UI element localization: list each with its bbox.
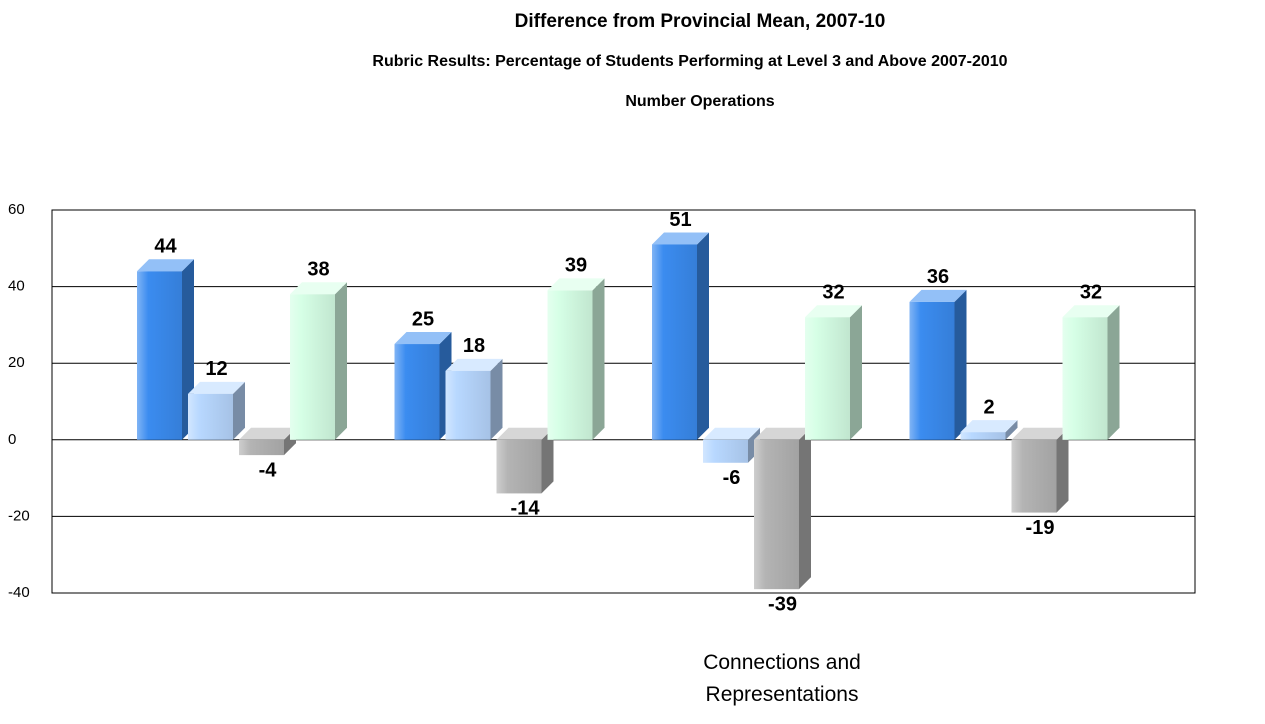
bar-top — [1011, 427, 1069, 440]
bar-side — [490, 358, 503, 440]
bar — [1011, 439, 1057, 513]
value-label: 36 — [927, 266, 949, 288]
y-tick-label: 60 — [8, 201, 25, 218]
chart-subtitle: Rubric Results: Percentage of Students P… — [372, 53, 1007, 70]
value-label: 18 — [463, 335, 485, 357]
bar-side — [1107, 305, 1120, 440]
value-label: 32 — [1080, 282, 1102, 304]
value-label: 32 — [822, 282, 844, 304]
bar — [188, 393, 233, 440]
bar — [703, 439, 748, 463]
value-label: 38 — [307, 259, 329, 281]
bar-side — [592, 278, 605, 440]
bar-top — [394, 332, 452, 345]
value-label: 44 — [154, 236, 177, 258]
x-tick-label: Connections and Representations — [703, 651, 861, 706]
bar — [445, 370, 491, 440]
bar — [1062, 317, 1108, 440]
value-label: 12 — [205, 358, 227, 380]
bar — [394, 344, 440, 440]
bar-top — [239, 427, 296, 440]
value-label: -4 — [259, 459, 278, 481]
bar-top — [137, 259, 194, 272]
bar — [754, 439, 799, 590]
bar-top — [496, 427, 554, 440]
bar — [547, 290, 593, 440]
bar-side — [799, 427, 811, 590]
bar — [805, 317, 850, 440]
y-tick-label: 0 — [8, 431, 16, 448]
value-label: 51 — [669, 209, 691, 231]
value-label: -6 — [723, 467, 741, 489]
bar-top — [547, 278, 605, 291]
bar — [239, 439, 284, 456]
value-label: 39 — [565, 255, 587, 277]
y-tick-label: 20 — [8, 354, 25, 371]
bar-side — [1005, 420, 1018, 440]
bar-side — [1056, 427, 1069, 513]
bar — [290, 294, 335, 440]
x-tick-label-line: Connections and — [703, 651, 861, 674]
bar-side — [697, 232, 709, 440]
y-tick-label: -40 — [8, 584, 30, 601]
y-tick-label: 40 — [8, 278, 25, 295]
bar-top — [960, 420, 1018, 433]
y-tick-label: -20 — [8, 507, 30, 524]
bar-top — [290, 282, 347, 295]
bar-top — [754, 427, 811, 440]
value-label: 25 — [412, 308, 434, 330]
bar-top — [445, 358, 503, 371]
chart-title: Difference from Provincial Mean, 2007-10 — [515, 11, 886, 32]
value-label: -39 — [768, 593, 797, 615]
bar-top — [805, 305, 862, 318]
bar-side — [335, 282, 347, 440]
chart-subtitle: Number Operations — [625, 93, 774, 110]
bar-side — [233, 381, 245, 440]
x-tick-label-line: Representations — [706, 683, 859, 706]
bar-top — [188, 381, 245, 394]
value-label: -14 — [511, 498, 541, 520]
bar — [909, 301, 955, 440]
bar — [496, 439, 542, 494]
bar-side — [954, 289, 967, 440]
bar-top — [909, 289, 967, 302]
bar-side — [541, 427, 554, 494]
bar-top — [652, 232, 709, 245]
bar — [960, 432, 1006, 440]
bar — [137, 271, 182, 440]
bar-top — [703, 427, 760, 440]
bar — [652, 244, 697, 440]
bar-side — [850, 305, 862, 440]
value-label: 2 — [983, 396, 994, 418]
bar-top — [1062, 305, 1120, 318]
value-label: -19 — [1026, 517, 1055, 539]
